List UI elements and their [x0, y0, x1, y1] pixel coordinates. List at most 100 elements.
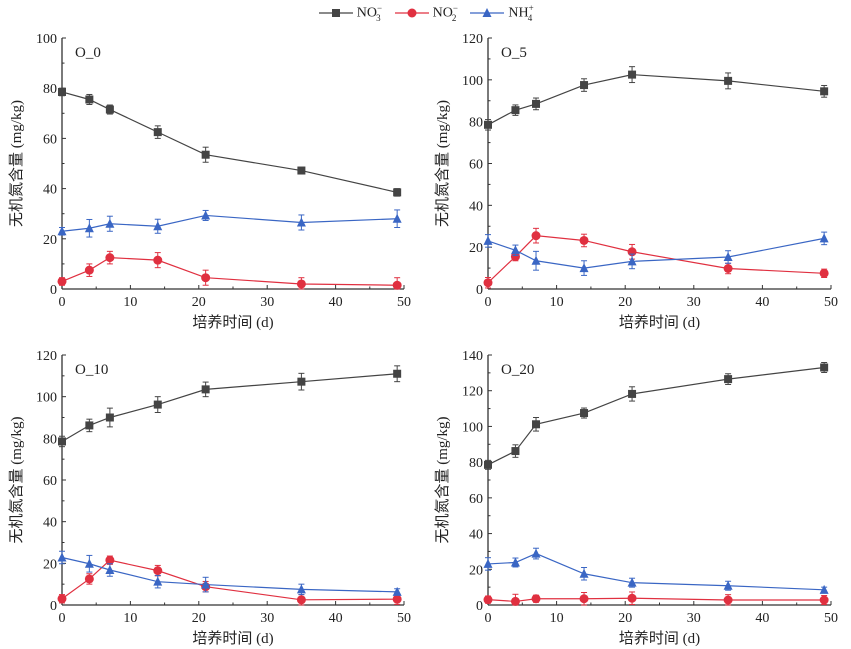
data-point-no3 [393, 188, 402, 197]
data-point-nh4 [579, 263, 589, 273]
panel-o-20: 0 20 40 60 80 100 120 140 0 10 20 30 40 50 培养时间 (d) 无机氮… [434, 349, 838, 647]
series-no2 [57, 250, 402, 290]
x-tick-label: 40 [329, 295, 343, 310]
y-tick-label: 60 [43, 132, 57, 147]
y-axis-label: 无机氮含量 (mg/kg) [8, 100, 25, 227]
x-tick-label: 30 [687, 611, 701, 626]
data-point-nh4 [531, 548, 541, 558]
x-axis-label: 培养时间 (d) [192, 314, 273, 331]
x-tick-label: 10 [123, 611, 137, 626]
x-tick-label: 0 [485, 611, 492, 626]
legend-item-no2: NO−2 [394, 3, 458, 23]
data-point-no3 [628, 389, 637, 398]
data-point-no2 [105, 253, 115, 263]
legend-label-nh4: NH+4 [508, 3, 534, 23]
data-point-no3 [580, 409, 589, 418]
y-tick-label: 80 [469, 456, 483, 471]
y-tick-label: 40 [43, 516, 57, 531]
x-tick-label: 40 [755, 295, 769, 310]
data-point-nh4 [627, 577, 637, 587]
data-point-no2 [510, 252, 520, 262]
series-line-no2 [61, 559, 398, 601]
legend-swatch-no2 [394, 8, 429, 18]
data-point-nh4 [531, 255, 541, 265]
data-point-nh4 [201, 210, 211, 220]
chart-legend: NO−3 NO−2 NH+4 [0, 2, 851, 24]
y-tick-label: 40 [469, 199, 483, 214]
data-point-no3 [201, 385, 210, 394]
data-point-no2 [84, 265, 94, 275]
series-nh4 [483, 231, 829, 276]
y-tick-label: 140 [462, 349, 483, 364]
y-tick-label: 80 [43, 432, 57, 447]
data-point-no3 [820, 363, 829, 372]
data-point-no3 [201, 150, 210, 159]
legend-item-nh4: NH+4 [470, 3, 534, 23]
y-tick-label: 40 [469, 528, 483, 543]
y-tick-label: 120 [462, 385, 483, 400]
y-tick-label: 120 [462, 32, 483, 47]
y-tick-label: 120 [36, 349, 57, 364]
data-point-no3 [628, 70, 637, 79]
x-tick-label: 40 [755, 611, 769, 626]
x-tick-label: 0 [485, 295, 492, 310]
x-tick-label: 0 [59, 295, 66, 310]
data-point-no2 [531, 231, 541, 241]
data-point-no3 [85, 421, 94, 430]
x-tick-label: 20 [618, 611, 632, 626]
data-point-no3 [580, 81, 589, 90]
data-point-nh4 [819, 233, 829, 243]
y-tick-label: 80 [469, 116, 483, 131]
data-point-nh4 [84, 223, 94, 233]
data-point-no2 [57, 276, 67, 286]
data-point-nh4 [153, 576, 163, 586]
y-tick-label: 0 [476, 283, 483, 298]
panel-title: O_0 [75, 45, 101, 61]
series-line-no2 [61, 257, 398, 286]
data-point-no2 [510, 596, 520, 606]
data-point-no2 [483, 595, 493, 605]
legend-item-no3: NO−3 [318, 3, 383, 23]
x-tick-label: 10 [550, 295, 564, 310]
y-tick-label: 0 [50, 283, 57, 298]
data-point-no2 [531, 594, 541, 604]
x-axis-label: 培养时间 (d) [619, 630, 700, 647]
y-tick-label: 60 [469, 492, 483, 507]
series-no3 [484, 66, 829, 131]
y-tick-label: 20 [469, 241, 483, 256]
data-point-no2 [483, 278, 493, 288]
data-point-nh4 [153, 221, 163, 231]
data-point-no2 [392, 594, 402, 604]
y-axis-label: 无机氮含量 (mg/kg) [434, 416, 451, 543]
data-point-no3 [484, 120, 492, 129]
data-point-no2 [105, 555, 115, 565]
data-point-no2 [627, 593, 637, 603]
data-point-no2 [201, 273, 211, 283]
y-tick-label: 40 [43, 183, 57, 198]
data-point-nh4 [627, 256, 637, 266]
data-point-nh4 [57, 552, 67, 562]
data-point-no3 [105, 413, 114, 422]
data-point-no2 [296, 279, 306, 289]
y-tick-label: 20 [469, 563, 483, 578]
x-axis-label: 培养时间 (d) [192, 630, 273, 647]
data-point-nh4 [84, 558, 94, 568]
data-point-nh4 [57, 226, 67, 236]
data-point-nh4 [819, 584, 829, 594]
series-no2 [483, 591, 829, 606]
data-point-nh4 [510, 557, 520, 567]
y-tick-label: 100 [36, 32, 57, 47]
data-point-no3 [297, 166, 306, 175]
data-point-no3 [85, 95, 94, 104]
legend-label-no2: NO−2 [432, 3, 458, 23]
legend-label-no3: NO−3 [356, 3, 383, 23]
series-nh4 [57, 209, 402, 238]
data-point-nh4 [483, 235, 493, 245]
panel-o-0: 0 20 40 60 80 100 0 10 20 30 40 50 培养时间 (d) 无机氮含量 (mg… [8, 32, 411, 331]
data-point-no2 [392, 280, 402, 290]
y-tick-label: 100 [462, 420, 483, 435]
data-point-no3 [820, 87, 829, 96]
data-point-no2 [57, 594, 67, 604]
data-point-nh4 [296, 217, 306, 227]
y-tick-label: 60 [43, 474, 57, 489]
